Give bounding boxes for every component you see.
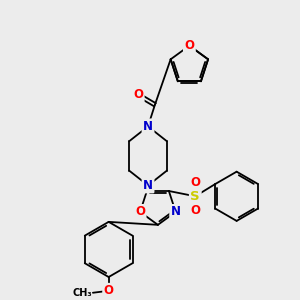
Text: O: O — [104, 284, 114, 297]
Text: N: N — [143, 120, 153, 133]
Text: S: S — [190, 190, 200, 203]
Text: O: O — [184, 39, 194, 52]
Text: O: O — [133, 88, 143, 101]
Text: O: O — [190, 176, 200, 189]
Text: N: N — [171, 206, 181, 218]
Text: O: O — [190, 204, 200, 217]
Text: O: O — [135, 206, 145, 218]
Text: N: N — [143, 179, 153, 192]
Text: CH₃: CH₃ — [72, 288, 92, 298]
